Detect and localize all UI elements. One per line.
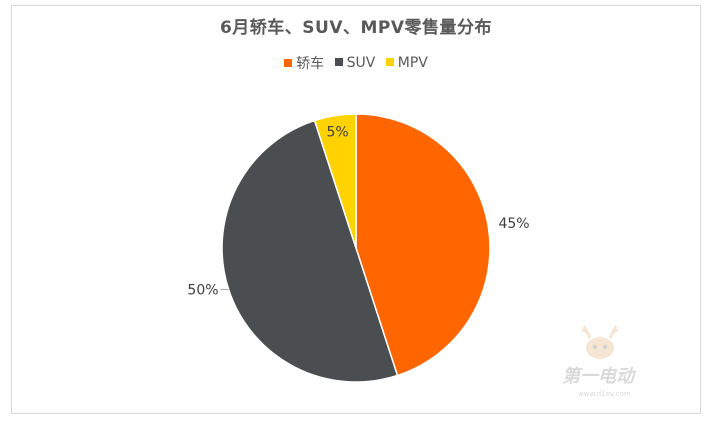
watermark-logo: 第一电动 www.d1ev.com <box>562 325 637 398</box>
data-label-sedan: 45% <box>498 216 529 232</box>
pie-slice-sedan <box>355 113 491 377</box>
legend-label-sedan: 轿车 <box>296 56 325 72</box>
pie-slice-mpv <box>313 113 357 249</box>
legend-label-mpv: MPV <box>397 55 428 71</box>
legend-item-suv: SUV <box>334 55 376 71</box>
watermark-text: 第一电动 <box>562 366 637 387</box>
watermark-url: www.d1ev.com <box>578 390 631 398</box>
data-label-mpv: 5% <box>326 125 348 141</box>
data-label-suv: 50% <box>187 282 218 298</box>
legend-item-mpv: MPV <box>385 55 428 71</box>
deer-mascot-icon <box>581 325 619 359</box>
legend-label-suv: SUV <box>346 55 376 71</box>
legend-item-sedan: 轿车 <box>284 53 324 73</box>
legend-swatch-mpv <box>385 58 394 66</box>
legend-swatch-sedan <box>284 59 293 67</box>
legend-swatch-suv <box>334 58 343 66</box>
chart-title: 6月轿车、SUV、MPV零售量分布 <box>219 18 493 38</box>
chart-legend: 轿车 SUV MPV <box>0 53 712 73</box>
